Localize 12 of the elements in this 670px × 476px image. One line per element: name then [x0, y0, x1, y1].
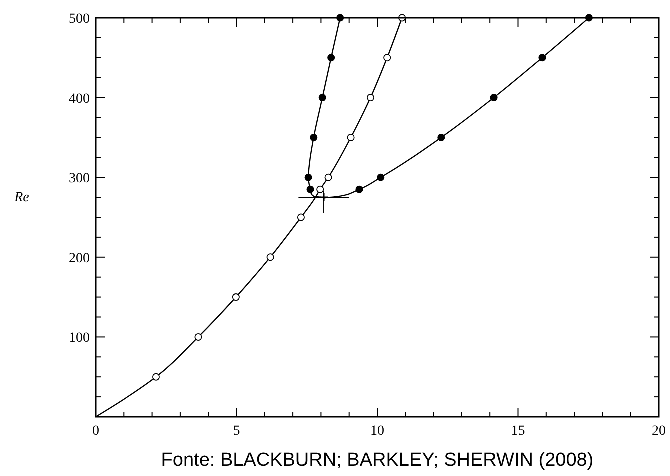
y-tick-label: 400	[69, 92, 90, 107]
x-tick-label: 5	[233, 424, 240, 439]
source-note: Fonte: BLACKBURN; BARKLEY; SHERWIN (2008)	[161, 450, 594, 471]
x-tick-label: 10	[370, 424, 384, 439]
y-tick-label: 200	[69, 251, 90, 266]
y-tick-label: 100	[69, 331, 90, 346]
x-tick-label: 0	[92, 424, 100, 439]
y-tick-label: 500	[69, 12, 90, 27]
x-tick-label: 15	[511, 424, 526, 439]
x-tick-label: 20	[652, 424, 666, 439]
y-axis-title: Re	[14, 190, 30, 206]
y-tick-label: 300	[69, 172, 90, 187]
